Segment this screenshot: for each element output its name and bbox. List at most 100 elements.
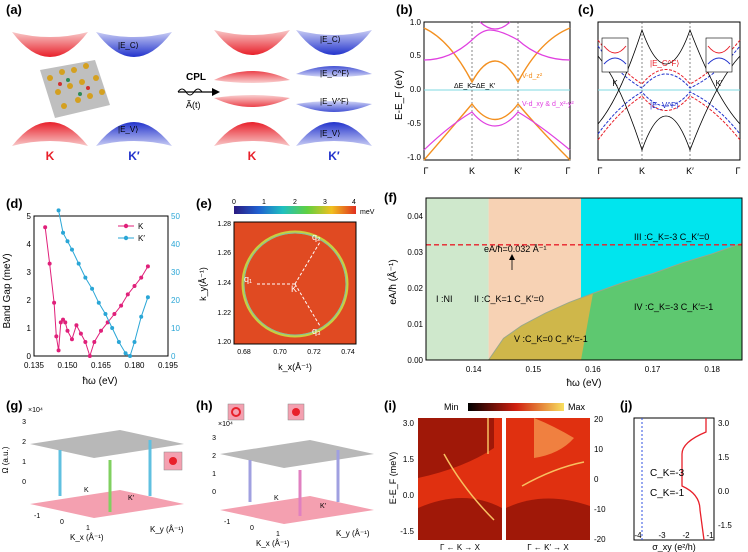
j-annot-ck3: C_K=-3 xyxy=(650,468,685,479)
d-point xyxy=(128,354,133,358)
e-xlabel: k_x(Å⁻¹) xyxy=(278,362,312,372)
j-xtick: -3 xyxy=(658,531,666,540)
i-rtick: 20 xyxy=(594,415,603,424)
d-legend-k: K xyxy=(138,222,144,231)
panel-label-i: (i) xyxy=(384,398,397,413)
d-xtick: 0.195 xyxy=(158,361,179,370)
panel-i-edge-states: Min Max E-E_F (meV) 3.0 1.5 0.0 -1.5 20 … xyxy=(388,402,606,552)
panel-c-floquet-bands: K K′ |E_C^F⟩ |E_V^F⟩ Γ K K′ Γ xyxy=(597,21,741,176)
g-ktick: 0 xyxy=(60,519,64,526)
d-point xyxy=(47,261,52,266)
f-phase-boundary xyxy=(488,242,743,361)
f-region-5: V :C_K=0 C_K′=-1 xyxy=(514,334,588,344)
panel-label-d: (d) xyxy=(6,196,23,211)
e-ytick: 1.22 xyxy=(217,310,231,317)
f-ytick: 0.02 xyxy=(407,284,423,293)
a-ev-left: |E_V⟩ xyxy=(118,125,138,134)
panel-g-berry-curvature: ×10⁴ Ω (a.u.) 3 2 1 0 K K′ K_x (Å⁻¹) K_y… xyxy=(1,407,184,542)
d-point xyxy=(145,295,150,300)
d-point xyxy=(56,348,61,353)
a-evf: |E_V^F⟩ xyxy=(320,97,349,106)
c-inset-kp xyxy=(705,37,733,73)
e-q2: q₂ xyxy=(312,232,321,242)
i-rtick: -20 xyxy=(594,535,606,544)
b-band-dz2 xyxy=(423,27,571,84)
d-ylabel: Band Gap (meV) xyxy=(2,253,13,328)
b-frame xyxy=(423,21,571,161)
c-xtick: K′ xyxy=(686,166,694,176)
f-ytick: 0.03 xyxy=(407,248,423,257)
d-ytick-left: 1 xyxy=(27,324,32,333)
d-point xyxy=(110,326,115,330)
h-ztick: 0 xyxy=(212,489,216,496)
h-ktick: 1 xyxy=(276,531,280,538)
d-ytick-left: 3 xyxy=(27,268,32,277)
g-inset-dot-icon xyxy=(169,457,177,465)
h-k: K xyxy=(274,495,279,502)
d-point xyxy=(123,351,128,356)
g-kp: K′ xyxy=(128,495,135,502)
e-q3: q₃ xyxy=(312,326,321,336)
panel-label-e: (e) xyxy=(196,196,212,211)
d-point xyxy=(103,312,108,316)
i-ytick: 1.5 xyxy=(403,455,415,464)
f-region-nI xyxy=(426,198,489,360)
h-ztick: 3 xyxy=(212,435,216,442)
g-ztick: 1 xyxy=(22,459,26,466)
g-kx: K_x (Å⁻¹) xyxy=(70,533,104,542)
f-ytick: 0.01 xyxy=(407,320,423,329)
d-ytick-right: 40 xyxy=(171,240,180,249)
b-band-dxy xyxy=(423,111,571,151)
i-cbar-max: Max xyxy=(568,402,586,412)
e-cbar-tick: 2 xyxy=(293,199,297,206)
d-point xyxy=(65,328,70,333)
e-xtick: 0.72 xyxy=(307,349,321,356)
d-ytick-right: 10 xyxy=(171,324,180,333)
d-point xyxy=(61,317,66,322)
b-ytick: -1.0 xyxy=(407,153,421,162)
h-kx: K_x (Å⁻¹) xyxy=(256,539,290,548)
b-ytick: 1.0 xyxy=(410,18,422,27)
f-annotation: eA/ħ=0.032 Å⁻¹ xyxy=(484,244,547,254)
cone-kp-valence xyxy=(96,122,172,146)
e-q1: q₁ xyxy=(244,274,252,284)
cone-kp-conduction xyxy=(96,32,172,57)
d-ytick-right: 30 xyxy=(171,268,180,277)
wave-icon xyxy=(177,88,203,96)
d-ytick-left: 0 xyxy=(27,352,32,361)
f-region-4: IV :C_K=-3 C_K′=-1 xyxy=(634,302,713,312)
j-ytick: 0.0 xyxy=(718,487,730,496)
d-xtick: 0.180 xyxy=(124,361,145,370)
d-xtick: 0.135 xyxy=(24,361,45,370)
d-point xyxy=(125,292,130,297)
a-ecf: |E_C^F⟩ xyxy=(320,69,349,78)
d-point xyxy=(139,314,144,319)
e-colorbar xyxy=(234,206,356,214)
b-annot-vdxy: V-d_xy & d_x²-y² xyxy=(522,101,574,108)
g-k: K xyxy=(84,487,89,494)
i-rtick: 0 xyxy=(594,475,599,484)
a-ec-right: |E_C⟩ xyxy=(320,35,341,44)
g-scale: ×10⁴ xyxy=(28,407,43,414)
b-ylabel: E-E_F (eV) xyxy=(394,70,405,120)
d-series-line xyxy=(58,210,149,357)
d-point xyxy=(132,284,137,288)
a-ec-left: |E_C⟩ xyxy=(118,41,139,50)
b-ytick: 0.5 xyxy=(410,51,422,60)
d-ytick-left: 4 xyxy=(27,240,32,249)
e-k-label: K xyxy=(291,284,297,294)
d-point xyxy=(132,340,137,344)
d-point xyxy=(119,303,124,308)
d-point xyxy=(54,334,59,339)
e-cbar-tick: 0 xyxy=(232,199,236,206)
e-heatmap xyxy=(233,221,357,345)
d-ytick-left: 5 xyxy=(27,212,32,221)
f-region-1: I :NI xyxy=(436,294,453,304)
d-ytick-right: 50 xyxy=(171,212,180,221)
panel-j-hall-conductivity: C_K=-3 C_K=-1 3.0 1.5 0.0 -1.5 -4 -3 -2 … xyxy=(633,417,732,552)
d-point xyxy=(58,320,63,325)
e-cbar-tick: 1 xyxy=(262,199,266,206)
g-ktick: -1 xyxy=(34,513,40,520)
e-cbar-tick: 4 xyxy=(352,199,356,206)
g-zlabel: Ω (a.u.) xyxy=(1,446,10,473)
